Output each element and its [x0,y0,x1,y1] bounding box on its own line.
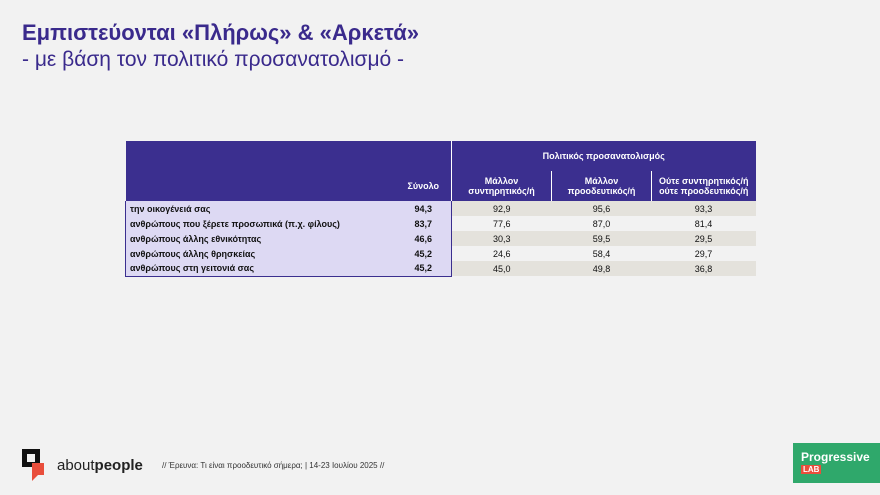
row-total: 45,2 [395,261,452,277]
table-row: ανθρώπους άλλης εθνικότητας 46,6 30,3 59… [125,231,756,246]
row-total: 94,3 [395,201,452,216]
row-c2: 58,4 [551,246,652,261]
badge-sub-text: LAB [801,465,822,474]
row-c3: 81,4 [651,216,756,231]
row-total: 83,7 [395,216,452,231]
row-c1: 30,3 [451,231,552,246]
header-label-cell [125,171,396,201]
table-row: την οικογένειά σας 94,3 92,9 95,6 93,3 [125,201,756,216]
row-c2: 59,5 [551,231,652,246]
row-c3: 29,7 [651,246,756,261]
row-c1: 45,0 [451,261,552,276]
header-empty-label [125,141,396,171]
row-total: 46,6 [395,231,452,246]
table-row: ανθρώπους άλλης θρησκείας 45,2 24,6 58,4… [125,246,756,261]
table-row: ανθρώπους που ξέρετε προσωπικά (π.χ. φίλ… [125,216,756,231]
row-label: ανθρώπους που ξέρετε προσωπικά (π.χ. φίλ… [125,216,396,231]
badge-main-text: Progressive [801,450,870,464]
row-c2: 95,6 [551,201,652,216]
page-title: Εμπιστεύονται «Πλήρως» & «Αρκετά» [22,20,420,45]
progressive-lab-badge: Progressive LAB [793,443,880,483]
header-empty-total [395,141,452,171]
row-c3: 93,3 [651,201,756,216]
row-label: ανθρώπους στη γειτονιά σας [125,261,396,277]
row-c1: 24,6 [451,246,552,261]
row-c1: 77,6 [451,216,552,231]
column-header-total: Σύνολο [395,171,452,201]
row-label: ανθρώπους άλλης θρησκείας [125,246,396,261]
row-label: ανθρώπους άλλης εθνικότητας [125,231,396,246]
row-c1: 92,9 [451,201,552,216]
group-header: Πολιτικός προσανατολισμός [451,141,756,171]
column-header-c2: Μάλλον προοδευτικός/ή [551,171,652,201]
column-header-c1: Μάλλον συντηρητικός/ή [451,171,552,201]
column-header-c3: Ούτε συντηρητικός/ή ούτε προοδευτικός/ή [651,171,756,201]
footer-note: // Έρευνα: Τι είναι προοδευτικό σήμερα; … [162,461,385,470]
row-c2: 49,8 [551,261,652,276]
row-c3: 29,5 [651,231,756,246]
row-label: την οικογένειά σας [125,201,396,216]
row-c2: 87,0 [551,216,652,231]
brand-about: about [57,457,95,474]
trust-table: Πολιτικός προσανατολισμός Σύνολο Μάλλον … [125,141,756,277]
brand-people: people [94,457,143,474]
row-total: 45,2 [395,246,452,261]
table-row: ανθρώπους στη γειτονιά σας 45,2 45,0 49,… [125,261,756,277]
footer-brand: aboutpeople [57,457,143,474]
row-c3: 36,8 [651,261,756,276]
aboutpeople-logo-icon [22,449,44,481]
page-subtitle: - με βάση τον πολιτικό προσανατολισμό - [22,48,405,71]
